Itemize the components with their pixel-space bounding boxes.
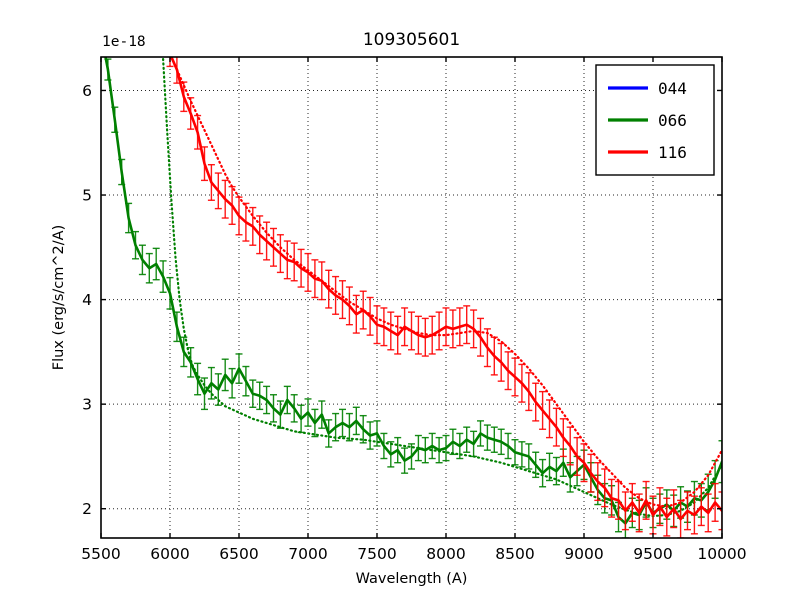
y-axis-label: Flux (erg/s/cm^2/A) — [51, 225, 67, 371]
series-066-model — [162, 57, 722, 518]
series-116 — [166, 57, 722, 538]
y-tick-label: 4 — [82, 291, 92, 309]
y-tick-label: 5 — [82, 187, 92, 205]
legend-item-066: 066 — [608, 111, 687, 130]
legend-label-116: 116 — [658, 143, 687, 162]
x-tick-label: 7500 — [357, 545, 396, 563]
series-116-model — [170, 57, 722, 508]
x-tick-label: 7000 — [288, 545, 327, 563]
y-tick-label: 6 — [82, 82, 92, 100]
x-tick-label: 9500 — [633, 545, 672, 563]
x-axis-label: Wavelength (A) — [356, 571, 468, 587]
legend-item-044: 044 — [608, 79, 687, 98]
x-tick-label: 8000 — [426, 545, 465, 563]
x-tick-label: 6000 — [150, 545, 189, 563]
x-tick-label: 10000 — [697, 545, 746, 563]
x-tick-label: 9000 — [564, 545, 603, 563]
axes-frame — [100, 56, 723, 539]
axis-ticks: 5500 6000 6500 7000 7500 8000 8500 9000 9500 1000… — [81, 57, 747, 563]
legend-label-044: 044 — [658, 79, 687, 98]
legend-item-116: 116 — [608, 143, 687, 162]
legend-label-066: 066 — [658, 111, 687, 130]
x-tick-label: 5500 — [81, 545, 120, 563]
x-tick-label: 8500 — [495, 545, 534, 563]
y-tick-label: 3 — [82, 396, 92, 414]
y-tick-label: 2 — [82, 500, 92, 518]
legend: 044 066 116 — [595, 64, 715, 176]
plot-title: 109305601 — [363, 30, 460, 50]
y-axis-offset-text: 1e-18 — [102, 34, 146, 50]
data-series-group — [104, 57, 722, 538]
x-tick-label: 6500 — [219, 545, 258, 563]
